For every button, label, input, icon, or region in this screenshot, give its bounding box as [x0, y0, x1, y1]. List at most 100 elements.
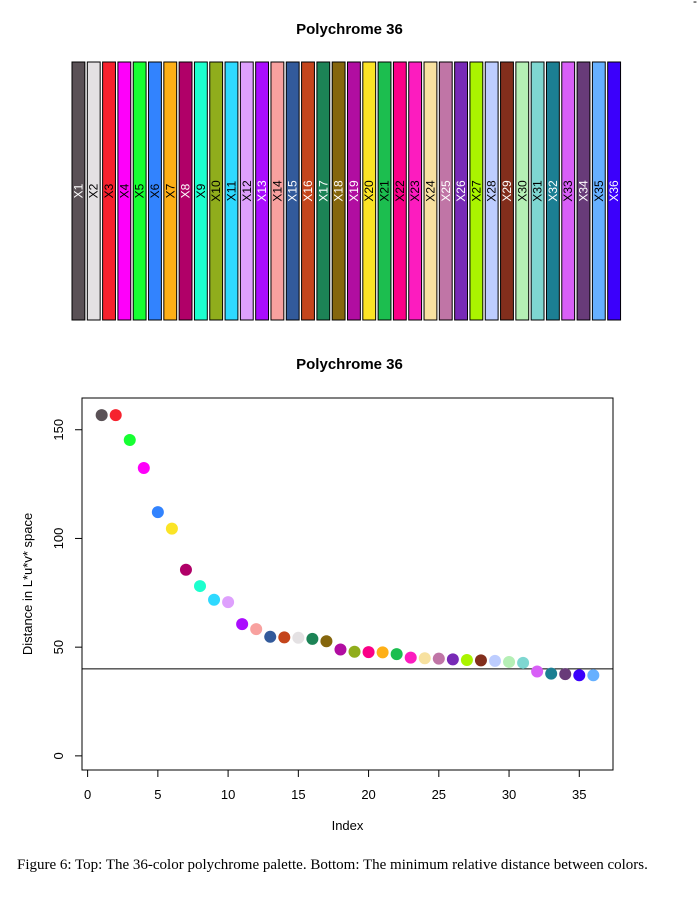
palette-bar-label-x4: X4 — [117, 183, 131, 198]
palette-bar-label-x1: X1 — [71, 183, 85, 198]
scatter-point-31 — [517, 656, 530, 669]
scatter-point-9 — [208, 593, 221, 606]
palette-bar-label-x24: X24 — [423, 180, 437, 202]
scatter-point-34 — [559, 668, 572, 681]
scatter-point-6 — [165, 522, 178, 535]
palette-bar-label-x13: X13 — [255, 180, 269, 202]
palette-bar-label-x9: X9 — [194, 183, 208, 198]
scatter-point-35 — [573, 669, 586, 682]
palette-bar-label-x17: X17 — [316, 180, 330, 202]
palette-bar-label-x22: X22 — [393, 180, 407, 202]
palette-bar-label-x8: X8 — [179, 183, 193, 198]
scatter-point-13 — [264, 630, 277, 643]
palette-bar-label-x31: X31 — [531, 180, 545, 202]
palette-bar-label-x28: X28 — [485, 180, 499, 202]
x-tick-label-10: 10 — [221, 787, 235, 802]
scatter-point-11 — [236, 618, 249, 631]
x-tick-label-35: 35 — [572, 787, 586, 802]
figure-caption: Figure 6: Top: The 36-color polychrome p… — [17, 857, 648, 873]
palette-bar-label-x26: X26 — [454, 180, 468, 202]
y-tick-label-100: 100 — [51, 528, 66, 550]
palette-bar-label-x11: X11 — [224, 180, 238, 201]
scatter-point-21 — [376, 646, 389, 659]
x-tick-label-0: 0 — [84, 787, 91, 802]
palette-bar-label-x34: X34 — [577, 180, 591, 202]
scatter-point-32 — [531, 665, 544, 678]
palette-bar-x28 — [484, 61, 499, 321]
palette-bar-chart: X1 X2 X3 X4 X5 X6 X7 X8 X9 X10 X11 X12 X13 X14 X15 X16 X… — [71, 61, 622, 321]
palette-bar-x13 — [255, 61, 270, 321]
palette-bar-x35 — [591, 61, 606, 321]
palette-bar-x15 — [285, 61, 300, 321]
y-axis-label: Distance in L*u*v* space — [20, 513, 35, 655]
scatter-point-33 — [545, 667, 558, 680]
palette-bar-label-x35: X35 — [592, 180, 606, 202]
palette-bar-label-x7: X7 — [163, 183, 177, 198]
palette-bar-x25 — [438, 61, 453, 321]
scatter-point-2 — [109, 409, 122, 422]
palette-bar-label-x19: X19 — [347, 180, 361, 202]
palette-chart-title: Polychrome 36 — [296, 21, 403, 38]
x-tick-label-20: 20 — [361, 787, 375, 802]
palette-bar-x1 — [71, 61, 86, 321]
palette-bar-label-x14: X14 — [270, 180, 284, 202]
palette-bar-x11 — [224, 61, 239, 321]
palette-bar-x27 — [469, 61, 484, 321]
palette-bar-label-x5: X5 — [133, 183, 147, 198]
scatter-point-23 — [404, 651, 417, 664]
plot-frame — [81, 397, 614, 771]
palette-bar-label-x33: X33 — [561, 180, 575, 202]
scatter-point-12 — [250, 623, 263, 636]
scatter-point-36 — [587, 669, 600, 682]
palette-bar-x3 — [102, 61, 116, 321]
palette-bar-label-x30: X30 — [515, 180, 529, 202]
x-axis-label: Index — [332, 818, 364, 833]
palette-bar-label-x27: X27 — [469, 180, 483, 202]
scatter-chart-title: Polychrome 36 — [296, 356, 403, 373]
palette-bar-x10 — [209, 61, 224, 321]
scatter-point-28 — [474, 654, 487, 667]
palette-bar-x2 — [86, 61, 101, 321]
palette-bar-x7 — [163, 61, 178, 321]
scatter-point-1 — [95, 409, 108, 422]
palette-bar-x30 — [515, 61, 530, 321]
palette-bar-label-x20: X20 — [362, 180, 376, 202]
scatter-point-20 — [362, 646, 375, 659]
palette-bar-x29 — [500, 61, 514, 321]
palette-bar-x34 — [576, 61, 591, 321]
x-tick-label-15: 15 — [291, 787, 305, 802]
palette-bar-x6 — [148, 61, 162, 321]
palette-bar-x21 — [377, 61, 392, 321]
scatter-point-22 — [390, 648, 403, 661]
palette-bar-x31 — [530, 61, 545, 321]
scatter-point-18 — [334, 643, 347, 656]
palette-bar-x32 — [545, 61, 560, 321]
palette-bar-x22 — [392, 61, 407, 321]
palette-bar-x19 — [347, 61, 361, 321]
scatter-point-8 — [194, 580, 206, 593]
palette-bar-x23 — [408, 61, 423, 321]
palette-bar-label-x25: X25 — [439, 180, 453, 202]
scatter-point-3 — [123, 433, 136, 446]
x-tick-label-5: 5 — [154, 787, 161, 802]
palette-bar-x16 — [301, 61, 315, 321]
scatter-point-27 — [460, 653, 473, 666]
palette-bar-label-x36: X36 — [607, 180, 621, 202]
palette-bar-x36 — [607, 61, 622, 321]
scatter-point-16 — [306, 632, 319, 645]
palette-bar-x8 — [178, 61, 193, 321]
palette-bar-x26 — [454, 61, 468, 321]
palette-bar-label-x15: X15 — [286, 180, 300, 202]
x-tick-label-30: 30 — [502, 787, 516, 802]
palette-bar-x14 — [270, 61, 285, 321]
palette-bar-label-x23: X23 — [408, 180, 422, 202]
scatter-point-24 — [418, 652, 431, 665]
scatter-point-15 — [292, 631, 305, 644]
scatter-point-7 — [179, 563, 192, 576]
palette-bar-label-x12: X12 — [240, 180, 254, 202]
palette-bar-x4 — [117, 61, 132, 321]
x-tick-label-25: 25 — [432, 787, 446, 802]
scatter-point-30 — [503, 655, 516, 668]
distance-scatter-chart: 0 5 10 15 20 25 30 35 Index 0 50 100 150 Distance in … — [20, 397, 614, 833]
palette-bar-x9 — [193, 61, 208, 321]
